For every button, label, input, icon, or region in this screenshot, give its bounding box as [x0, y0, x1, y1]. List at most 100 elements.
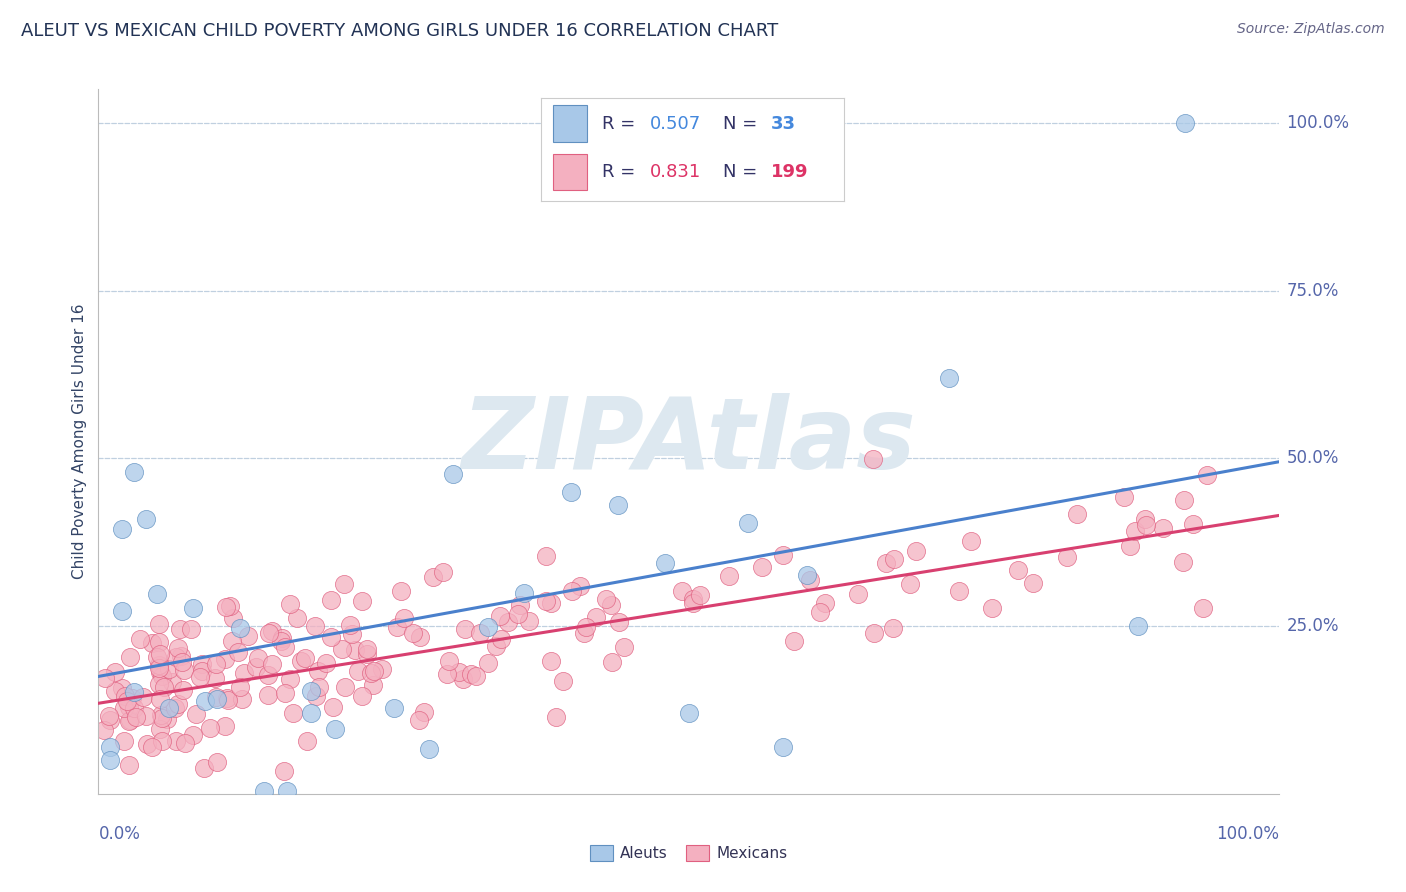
Point	[285, 611, 308, 625]
Point	[118, 699, 141, 714]
Point	[360, 666, 382, 681]
Point	[432, 566, 454, 580]
Point	[111, 604, 134, 618]
Point	[496, 615, 519, 630]
Point	[299, 683, 322, 698]
Text: ALEUT VS MEXICAN CHILD POVERTY AMONG GIRLS UNDER 16 CORRELATION CHART: ALEUT VS MEXICAN CHILD POVERTY AMONG GIR…	[21, 22, 779, 40]
Point	[172, 682, 194, 697]
Point	[191, 665, 214, 679]
Point	[862, 626, 884, 640]
Point	[319, 592, 342, 607]
Point	[122, 685, 145, 699]
Point	[150, 669, 173, 683]
Point	[540, 654, 562, 668]
Point	[257, 668, 280, 682]
Text: 0.507: 0.507	[650, 115, 702, 133]
Point	[333, 681, 356, 695]
Point	[165, 734, 187, 748]
Point	[509, 598, 531, 612]
Point	[846, 587, 869, 601]
Point	[229, 621, 252, 635]
Point	[447, 665, 470, 679]
Point	[278, 598, 301, 612]
Point	[112, 700, 135, 714]
Point	[181, 727, 204, 741]
Point	[796, 568, 818, 582]
Point	[339, 617, 361, 632]
Point	[718, 569, 741, 583]
Point	[413, 705, 436, 719]
Point	[148, 635, 170, 649]
Point	[468, 626, 491, 640]
Legend: Aleuts, Mexicans: Aleuts, Mexicans	[583, 839, 794, 867]
Point	[422, 570, 444, 584]
Point	[222, 611, 245, 625]
Point	[283, 706, 305, 720]
Point	[114, 690, 136, 704]
Point	[145, 650, 167, 665]
Point	[114, 734, 136, 748]
Point	[232, 666, 254, 681]
Point	[1126, 619, 1149, 633]
Point	[308, 680, 330, 694]
Point	[180, 622, 202, 636]
Point	[135, 512, 157, 526]
Point	[1114, 490, 1136, 504]
Point	[136, 737, 159, 751]
Point	[352, 690, 374, 704]
Point	[437, 654, 460, 668]
Point	[104, 684, 127, 698]
Point	[98, 753, 121, 767]
Point	[350, 593, 373, 607]
Point	[560, 484, 582, 499]
Point	[247, 650, 270, 665]
Point	[418, 742, 440, 756]
Point	[980, 601, 1002, 615]
Point	[585, 610, 607, 624]
Point	[98, 739, 121, 754]
Point	[654, 556, 676, 570]
Point	[382, 701, 405, 715]
Point	[294, 651, 316, 665]
Point	[221, 634, 243, 648]
Point	[215, 599, 238, 614]
Point	[152, 680, 174, 694]
Point	[188, 670, 211, 684]
Point	[146, 586, 169, 600]
Point	[751, 559, 773, 574]
Point	[534, 549, 557, 564]
Point	[323, 722, 346, 736]
Point	[332, 576, 354, 591]
Point	[689, 587, 711, 601]
Point	[361, 678, 384, 692]
Point	[938, 371, 960, 385]
Point	[782, 634, 804, 648]
FancyBboxPatch shape	[554, 105, 586, 142]
Point	[149, 722, 172, 736]
Text: N =: N =	[723, 115, 756, 133]
Point	[94, 672, 117, 686]
Point	[155, 712, 177, 726]
Point	[149, 692, 172, 706]
Point	[477, 620, 499, 634]
Point	[772, 549, 794, 563]
Point	[120, 650, 142, 665]
Text: 100.0%: 100.0%	[1216, 825, 1279, 843]
Point	[485, 640, 508, 654]
Text: 33: 33	[770, 115, 796, 133]
Point	[948, 584, 970, 599]
Point	[120, 713, 142, 727]
Point	[93, 723, 115, 737]
Point	[173, 736, 195, 750]
Point	[1007, 563, 1029, 577]
Point	[356, 647, 378, 661]
Point	[1022, 575, 1045, 590]
Point	[607, 498, 630, 512]
Point	[163, 700, 186, 714]
Point	[205, 755, 228, 769]
Point	[1173, 493, 1195, 508]
Point	[205, 657, 228, 671]
Point	[184, 707, 207, 722]
Point	[319, 630, 342, 644]
Point	[290, 654, 312, 668]
